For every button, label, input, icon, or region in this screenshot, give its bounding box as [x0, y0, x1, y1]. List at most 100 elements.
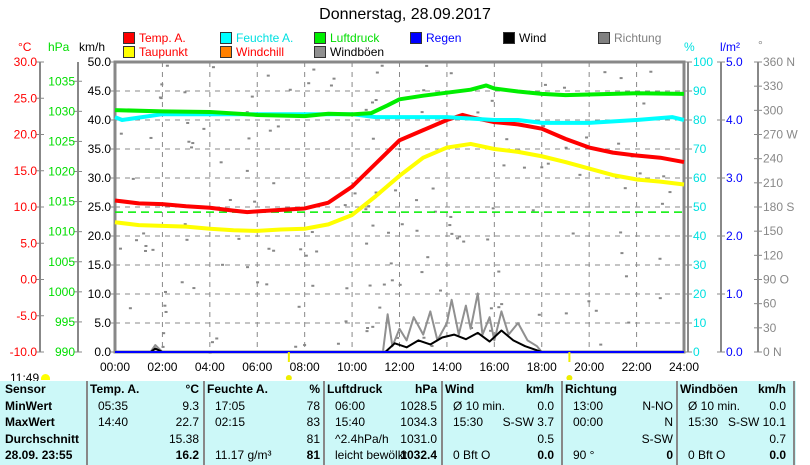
- direction-point: [638, 172, 642, 175]
- legend-item[interactable]: Windböen: [314, 45, 384, 59]
- row-label: Durchschnitt: [5, 431, 80, 446]
- direction-point: [505, 138, 509, 141]
- header-cell: Luftdruck: [327, 382, 383, 396]
- direction-point: [183, 223, 187, 226]
- cell-label: 0 Bft O: [688, 448, 726, 462]
- direction-point: [531, 209, 535, 212]
- rain-tick-label: 4.0: [726, 113, 743, 127]
- column-divider: [441, 381, 443, 465]
- legend-item[interactable]: Windchill: [220, 45, 284, 59]
- direction-point: [458, 235, 462, 238]
- cell-value: S-SW 3.7: [502, 415, 554, 429]
- wind-tick-label: 0.0: [94, 345, 111, 359]
- table-row: 0.5: [445, 431, 558, 448]
- cell-value: 1034.3: [400, 415, 437, 429]
- table-row: 0 Bft O 0.0: [445, 447, 558, 464]
- legend-item[interactable]: Feuchte A.: [220, 31, 293, 45]
- direction-point: [476, 111, 480, 114]
- direction-point: [250, 95, 254, 98]
- direction-point: [540, 166, 544, 169]
- table-row: 90 ° 0: [565, 447, 677, 464]
- table-row: 14:40 22.7: [90, 414, 203, 431]
- header-cell: Temp. A.: [90, 382, 140, 396]
- direction-point: [491, 207, 495, 210]
- cell-value: 78: [306, 398, 320, 413]
- direction-point: [187, 140, 191, 143]
- direction-point: [448, 224, 452, 227]
- cell-label: 15:30: [453, 415, 484, 429]
- x-tick-label: 10:00: [337, 360, 367, 374]
- cell-value: 0.0: [537, 448, 554, 462]
- humidity-tick-label: 90: [693, 84, 707, 98]
- direction-point: [265, 283, 269, 286]
- direction-point: [374, 99, 378, 102]
- temp-tick-label: 15.0: [14, 164, 38, 178]
- direction-tick-label: 270 W: [763, 128, 798, 142]
- legend-item[interactable]: Richtung: [598, 31, 661, 45]
- table-header: Temp. A. °C: [90, 381, 203, 398]
- direction-point: [542, 125, 546, 128]
- legend-item[interactable]: Regen: [410, 31, 461, 45]
- series-feuchte-a-: [114, 112, 685, 125]
- cell-value: 81: [306, 431, 320, 446]
- direction-point: [180, 281, 184, 284]
- legend-swatch: [123, 46, 135, 58]
- legend-item[interactable]: Wind: [503, 31, 546, 45]
- table-column: Wind km/h Ø 10 min. 0.0 15:30 S-SW 3.7 0.5 0 Bf…: [445, 381, 558, 465]
- legend-item[interactable]: Taupunkt: [123, 45, 188, 59]
- cell-label: [207, 432, 215, 446]
- rain-tick-label: 2.0: [726, 229, 743, 243]
- cell-value: 81: [306, 448, 320, 462]
- cell-label: 90 °: [573, 448, 595, 462]
- direction-point: [599, 343, 603, 346]
- direction-point: [135, 239, 139, 242]
- table-column: Feuchte A.% 17:05 78 02:15 83 81 11.17 g/m³ 81: [207, 381, 324, 465]
- direction-tick-label: 330: [763, 79, 783, 93]
- direction-point: [619, 231, 623, 234]
- x-tick-label: 20:00: [574, 360, 604, 374]
- direction-point: [304, 254, 308, 257]
- x-tick-label: 16:00: [479, 360, 509, 374]
- direction-point: [272, 249, 276, 252]
- direction-point: [365, 330, 369, 333]
- direction-point: [253, 200, 257, 203]
- legend-swatch: [503, 32, 515, 44]
- direction-point: [163, 304, 167, 307]
- header-cell: Sensor: [5, 382, 46, 396]
- table-header: Richtung: [565, 381, 677, 398]
- column-divider: [793, 381, 795, 465]
- direction-point: [594, 309, 598, 312]
- cell-value: 0.0: [769, 398, 786, 413]
- temp-tick-label: 0.0: [20, 273, 37, 287]
- direction-point: [564, 146, 568, 149]
- table-column: Sensor MinWert MaxWert Durchschnitt 28.09. 2…: [5, 381, 88, 465]
- direction-point: [307, 82, 311, 85]
- direction-point: [245, 169, 249, 172]
- wind-tick-label: 15.0: [88, 258, 112, 272]
- x-tick-label: 22:00: [622, 360, 652, 374]
- wind-tick-label: 45.0: [88, 84, 112, 98]
- direction-point: [380, 64, 384, 67]
- direction-point: [415, 229, 419, 232]
- cell-label: [90, 448, 98, 462]
- table-row: 05:35 9.3: [90, 398, 203, 415]
- direction-tick-label: 240: [763, 152, 783, 166]
- direction-point: [396, 336, 400, 339]
- direction-point: [449, 215, 453, 218]
- column-divider: [676, 381, 678, 465]
- direction-point: [276, 125, 280, 128]
- legend-item[interactable]: Luftdruck: [314, 31, 379, 45]
- direction-tick-label: 180 S: [763, 200, 794, 214]
- legend-item[interactable]: Temp. A.: [123, 31, 186, 45]
- direction-tick-label: 360 N: [763, 55, 795, 69]
- legend-label: Richtung: [614, 31, 662, 45]
- pressure-tick-label: 1030: [48, 104, 75, 118]
- legend-label: Wind: [519, 31, 547, 45]
- wind-tick-label: 10.0: [88, 287, 112, 301]
- table-header: Wind km/h: [445, 381, 558, 398]
- direction-point: [571, 232, 575, 235]
- direction-point: [455, 237, 459, 240]
- row-label: 28.09. 23:55: [5, 448, 73, 462]
- direction-point: [128, 307, 132, 310]
- direction-point: [344, 320, 348, 323]
